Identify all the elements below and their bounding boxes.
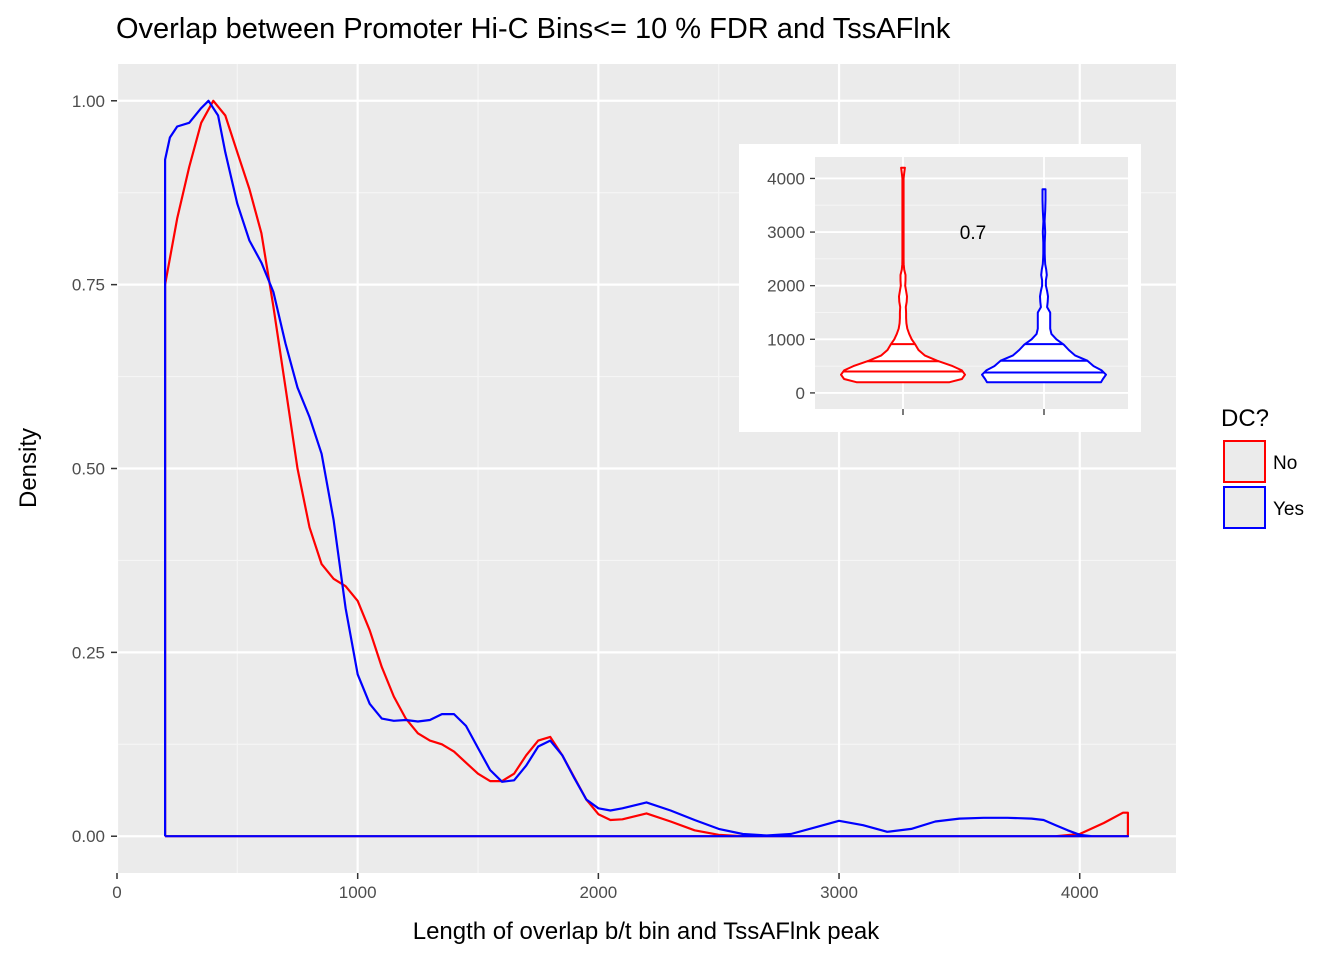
x-tick-label: 3000 [820,883,858,902]
inset-annotation: 0.7 [960,223,986,244]
density-lines [164,99,1129,838]
y-axis-label: Density [15,428,42,508]
legend-title: DC? [1221,405,1269,432]
legend-key-yes [1223,486,1266,529]
inset-y-tick-label: 4000 [767,169,805,188]
inset-violin-plot: 0 1000 2000 3000 4000 0.7 [739,144,1141,432]
legend-label-yes: Yes [1273,499,1304,520]
x-axis: 0 1000 2000 3000 4000 [112,873,1099,902]
legend-key-no [1223,440,1266,483]
violin-yes [981,188,1107,384]
x-tick-label: 0 [112,883,121,902]
inset-y-tick-label: 1000 [767,330,805,349]
y-tick-label: 0.75 [72,276,105,295]
legend-label-no: No [1273,453,1297,474]
legend-key-background [1223,440,1266,483]
legend-key-background [1223,486,1266,529]
y-tick-label: 0.50 [72,460,105,479]
violin-no [840,166,966,384]
inset-y-tick-label: 3000 [767,223,805,242]
inset-y-axis: 0 1000 2000 3000 4000 [767,169,1045,415]
chart-title: Overlap between Promoter Hi-C Bins<= 10 … [116,13,951,45]
inset-violins [840,166,1107,384]
x-tick-label: 1000 [339,883,377,902]
density-line-yes [164,99,1129,838]
x-tick-label: 4000 [1061,883,1099,902]
legend: DC? No Yes [1221,405,1304,529]
inset-y-tick-label: 0 [796,384,805,403]
y-tick-label: 1.00 [72,92,105,111]
x-axis-label: Length of overlap b/t bin and TssAFlnk p… [413,918,881,945]
y-tick-label: 0.00 [72,827,105,846]
inset-y-tick-label: 2000 [767,277,805,296]
y-tick-label: 0.25 [72,643,105,662]
x-tick-label: 2000 [579,883,617,902]
y-axis: 0.00 0.25 0.50 0.75 1.00 [72,92,117,846]
